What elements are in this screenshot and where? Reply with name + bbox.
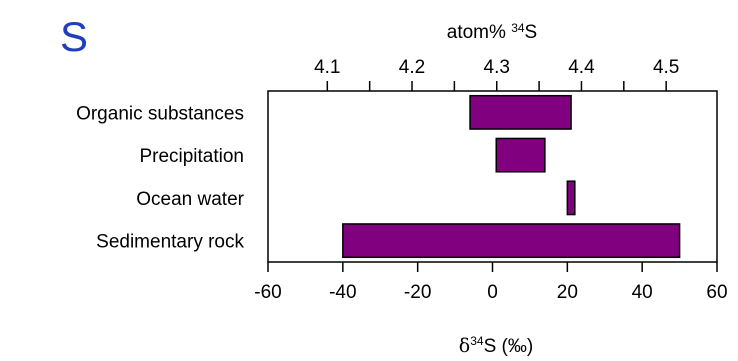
x-tick-label: -60 bbox=[254, 282, 281, 303]
x-tick-label: 0 bbox=[487, 282, 498, 303]
x-tick-label: -40 bbox=[329, 282, 356, 303]
top-tick-label: 4.3 bbox=[484, 57, 510, 78]
x-tick-label: 40 bbox=[632, 282, 653, 303]
range-bar bbox=[342, 223, 681, 259]
x-axis-title: δ34S (‰) bbox=[459, 334, 533, 357]
bars bbox=[342, 94, 681, 259]
x-tick-label: -20 bbox=[404, 282, 431, 303]
top-tick-label: 4.5 bbox=[653, 57, 679, 78]
range-bar bbox=[495, 137, 546, 173]
top-axis-title: atom% 34S bbox=[447, 21, 537, 43]
category-label: Precipitation bbox=[139, 146, 244, 167]
range-bar bbox=[469, 94, 572, 130]
x-tick-label: 60 bbox=[706, 282, 727, 303]
top-tick-label: 4.4 bbox=[568, 57, 595, 78]
category-label: Organic substances bbox=[76, 103, 244, 124]
range-bar bbox=[566, 180, 576, 216]
top-tick-label: 4.2 bbox=[399, 57, 425, 78]
category-label: Sedimentary rock bbox=[96, 232, 244, 253]
x-tick-label: 20 bbox=[557, 282, 578, 303]
top-axis: 4.1 4.2 4.3 4.4 4.5 bbox=[314, 57, 679, 91]
panel-label: S bbox=[60, 13, 88, 60]
category-label: Ocean water bbox=[136, 189, 244, 210]
bottom-axis: -60 -40 -20 0 20 40 60 bbox=[254, 262, 728, 303]
category-labels: Organic substances Precipitation Ocean wat… bbox=[76, 103, 245, 252]
top-tick-label: 4.1 bbox=[314, 57, 340, 78]
